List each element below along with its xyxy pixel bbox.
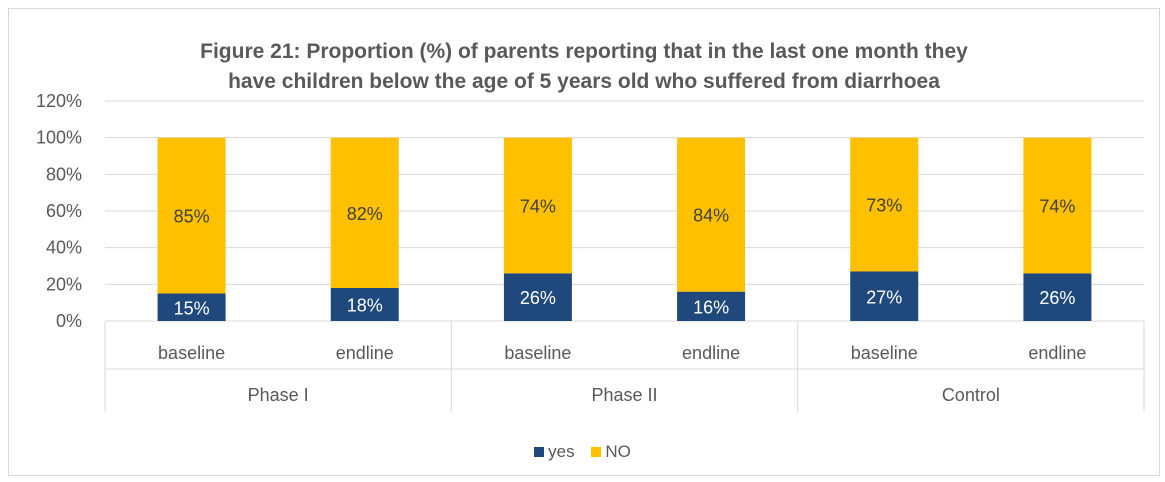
- x-category-label: baseline: [158, 343, 225, 363]
- bar-yes-1: [330, 288, 399, 321]
- data-label-yes: 26%: [520, 288, 556, 308]
- bar-yes-0: [157, 293, 226, 321]
- data-label-no: 74%: [520, 197, 556, 217]
- data-label-no: 84%: [693, 206, 729, 226]
- x-category-label: baseline: [851, 343, 918, 363]
- legend-swatch-yes: [534, 447, 545, 457]
- chart-title-line-1: Figure 21: Proportion (%) of parents rep…: [200, 40, 968, 63]
- data-label-no: 74%: [1039, 197, 1075, 217]
- data-label-yes: 26%: [1039, 288, 1075, 308]
- legend-swatch-no: [591, 447, 602, 457]
- legend-label-no: NO: [605, 442, 631, 461]
- bar-no-1: [330, 137, 399, 288]
- bar-no-0: [157, 137, 226, 294]
- bar-yes-5: [1023, 273, 1092, 321]
- y-tick-label: 120%: [36, 91, 82, 111]
- data-label-yes: 27%: [866, 287, 902, 307]
- y-tick-label: 60%: [46, 201, 82, 221]
- legend-item-yes: yes: [534, 442, 575, 462]
- chart-title-line-2: have children below the age of 5 years o…: [228, 70, 940, 93]
- y-tick-label: 20%: [46, 274, 82, 294]
- data-label-no: 85%: [174, 207, 210, 227]
- x-category-label: endline: [682, 343, 740, 363]
- bar-yes-2: [503, 273, 572, 321]
- data-label-no: 73%: [866, 196, 902, 216]
- data-label-yes: 18%: [347, 296, 383, 316]
- bar-no-2: [503, 137, 572, 274]
- bar-yes-3: [677, 291, 746, 321]
- bar-no-4: [850, 137, 919, 272]
- bar-no-5: [1023, 137, 1092, 274]
- y-tick-label: 80%: [46, 164, 82, 184]
- chart-title: Figure 21: Proportion (%) of parents rep…: [9, 37, 1159, 97]
- legend-item-no: NO: [591, 442, 631, 462]
- legend: yes NO: [0, 442, 1165, 462]
- data-label-yes: 15%: [174, 298, 210, 318]
- y-tick-label: 40%: [46, 238, 82, 258]
- y-tick-label: 100%: [36, 128, 82, 148]
- x-group-label: Phase I: [248, 385, 309, 405]
- x-category-label: endline: [1028, 343, 1086, 363]
- x-category-label: baseline: [504, 343, 571, 363]
- data-label-no: 82%: [347, 204, 383, 224]
- legend-label-yes: yes: [548, 442, 575, 461]
- y-tick-label: 0%: [56, 311, 82, 331]
- x-group-label: Control: [942, 385, 1000, 405]
- x-category-label: endline: [336, 343, 394, 363]
- bar-yes-4: [850, 271, 919, 321]
- bar-no-3: [677, 137, 746, 292]
- x-group-label: Phase II: [591, 385, 657, 405]
- data-label-yes: 16%: [693, 297, 729, 317]
